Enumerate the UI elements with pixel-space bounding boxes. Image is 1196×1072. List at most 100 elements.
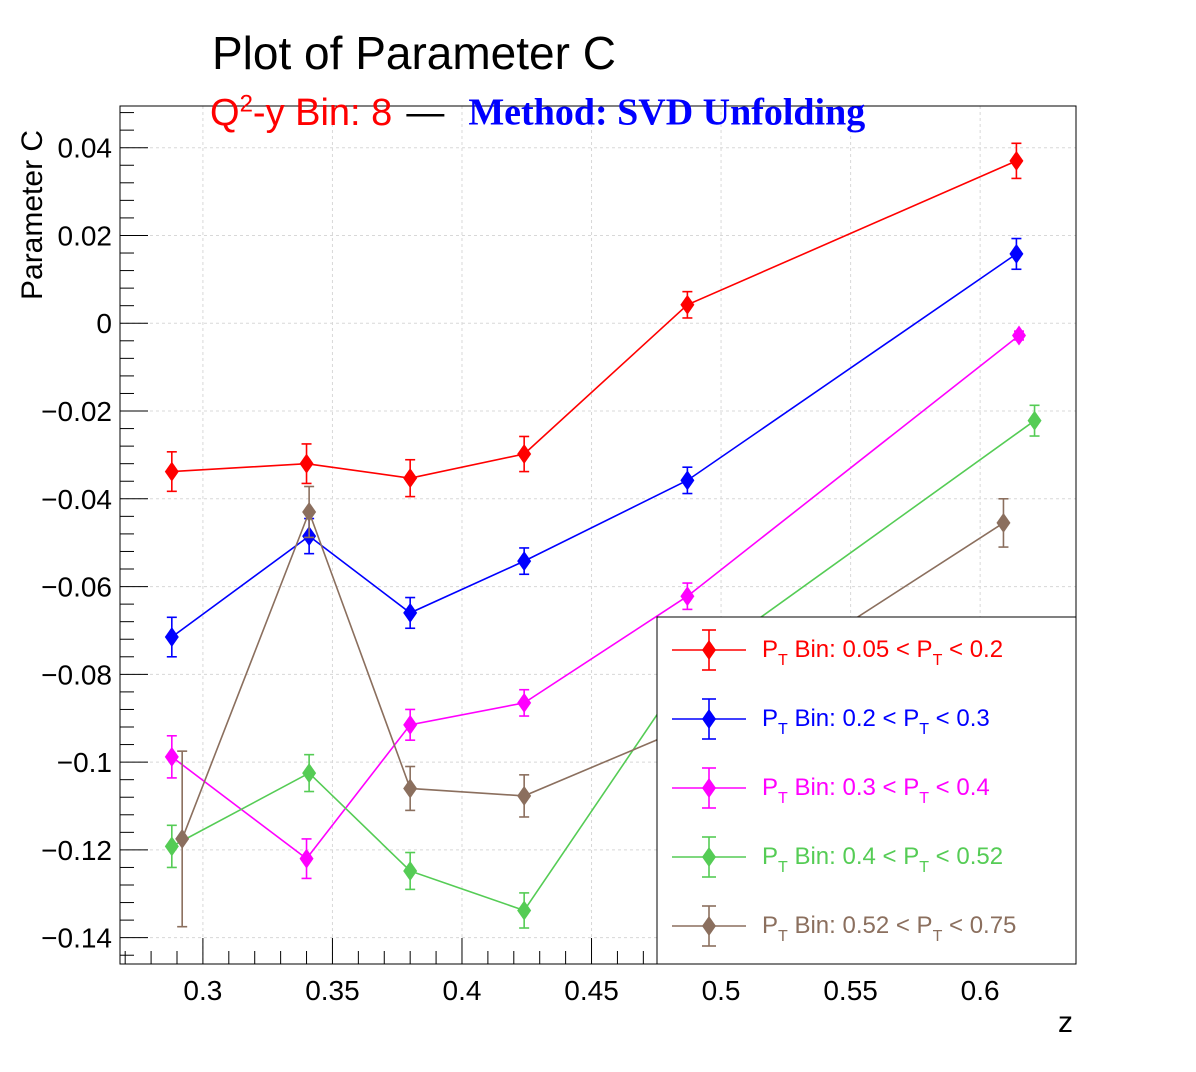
subtitle-method: Method: SVD Unfolding	[468, 91, 866, 134]
data-point	[299, 453, 314, 474]
data-point	[680, 470, 695, 491]
legend-label: PT Bin: 0.4 < PT < 0.52	[762, 843, 1003, 876]
legend-label-part: T	[933, 652, 943, 669]
legend-label-part: Bin: 0.3 < P	[788, 774, 919, 801]
data-point	[403, 778, 418, 799]
legend-label-part: T	[778, 721, 788, 738]
legend-entry-4: PT Bin: 0.4 < PT < 0.52	[672, 836, 1003, 878]
subtitle-separator: —	[406, 91, 445, 134]
legend-label-part: Bin: 0.52 < P	[788, 912, 933, 939]
subtitle-bin-sup: 2	[239, 90, 253, 117]
subtitle-bin: Q2-y Bin: 8	[210, 90, 393, 134]
legend-label: PT Bin: 0.3 < PT < 0.4	[762, 774, 990, 807]
series-line	[171, 160, 1017, 479]
y-tick-label: −0.08	[41, 659, 112, 690]
subtitle-bin-prefix: Q	[210, 91, 240, 134]
data-point	[164, 746, 179, 767]
legend-marker	[702, 778, 716, 798]
x-tick-label: 0.6	[961, 975, 1000, 1006]
legend-label: PT Bin: 0.05 < PT < 0.2	[762, 636, 1003, 669]
chart-subtitle: Q2-y Bin: 8 — Method: SVD Unfolding	[210, 90, 865, 135]
legend-marker	[702, 709, 716, 729]
legend-label-part: < 0.4	[929, 774, 990, 801]
y-tick-label: −0.14	[41, 923, 112, 954]
data-point	[175, 828, 190, 849]
legend-label: PT Bin: 0.2 < PT < 0.3	[762, 705, 990, 738]
data-point	[680, 586, 695, 607]
legend-label-part: P	[762, 843, 778, 870]
legend-marker	[702, 916, 716, 936]
data-point	[403, 860, 418, 881]
legend-label-part: < 0.3	[929, 705, 990, 732]
y-tick-label: −0.04	[41, 484, 112, 515]
data-point	[1027, 410, 1042, 431]
data-point	[1012, 325, 1027, 346]
legend-label-part: T	[919, 790, 929, 807]
x-tick-label: 0.5	[702, 975, 741, 1006]
legend-label-part: Bin: 0.4 < P	[788, 843, 919, 870]
legend-label-part: T	[778, 652, 788, 669]
data-point	[403, 602, 418, 623]
legend-box	[656, 616, 1077, 965]
x-tick-label: 0.45	[564, 975, 619, 1006]
legend-entry-5: PT Bin: 0.52 < PT < 0.75	[672, 905, 1016, 947]
y-tick-label: 0	[96, 308, 112, 339]
y-tick-label: 0.02	[58, 220, 113, 251]
y-tick-label: −0.02	[41, 396, 112, 427]
y-tick-label: 0.04	[58, 133, 113, 164]
legend-label-part: Bin: 0.05 < P	[788, 636, 933, 663]
data-point	[164, 836, 179, 857]
x-axis-title: z	[1058, 1006, 1073, 1039]
legend-label: PT Bin: 0.52 < PT < 0.75	[762, 912, 1016, 945]
series-1	[164, 142, 1024, 498]
data-point	[680, 294, 695, 315]
data-point	[164, 461, 179, 482]
legend-label-part: T	[919, 721, 929, 738]
data-point	[1009, 150, 1024, 171]
data-point	[403, 468, 418, 489]
data-point	[302, 501, 317, 522]
plot-frame	[119, 105, 1077, 965]
data-point	[299, 848, 314, 869]
legend-marker	[702, 847, 716, 867]
series-3	[164, 325, 1027, 880]
y-tick-label: −0.12	[41, 835, 112, 866]
legend-entry-3: PT Bin: 0.3 < PT < 0.4	[672, 767, 990, 809]
legend-label-part: P	[762, 636, 778, 663]
data-point	[517, 692, 532, 713]
legend-marker	[702, 640, 716, 660]
chart-title: Plot of Parameter C	[212, 27, 616, 79]
legend-label-part: T	[919, 859, 929, 876]
data-point	[517, 551, 532, 572]
data-point	[164, 627, 179, 648]
y-axis-title: Parameter C	[16, 129, 49, 300]
data-point	[1009, 243, 1024, 264]
data-point	[996, 512, 1011, 533]
legend-label-part: < 0.2	[942, 636, 1003, 663]
y-tick-label: −0.06	[41, 572, 112, 603]
data-point	[517, 444, 532, 465]
legend-label-part: < 0.52	[929, 843, 1003, 870]
legend-entry-2: PT Bin: 0.2 < PT < 0.3	[672, 698, 990, 740]
data-point	[302, 763, 317, 784]
x-tick-label: 0.4	[443, 975, 482, 1006]
x-tick-label: 0.35	[305, 975, 360, 1006]
y-tick-label: −0.1	[57, 747, 112, 778]
legend-label-part: T	[778, 928, 788, 945]
legend: PT Bin: 0.05 < PT < 0.2PT Bin: 0.2 < PT …	[656, 616, 1077, 965]
x-tick-label: 0.3	[183, 975, 222, 1006]
subtitle-bin-rest: -y Bin: 8	[252, 91, 393, 134]
legend-label-part: P	[762, 912, 778, 939]
legend-label-part: T	[933, 928, 943, 945]
legend-entry-1: PT Bin: 0.05 < PT < 0.2	[672, 629, 1003, 671]
series-line	[171, 253, 1017, 638]
legend-label-part: P	[762, 774, 778, 801]
data-point	[403, 714, 418, 735]
legend-label-part: T	[778, 790, 788, 807]
axes: 0.3 0.35 0.4 0.45 0.5 0.55 0.6 0.04 0.02 0 −0.02 −0…	[41, 112, 1059, 1006]
legend-label-part: Bin: 0.2 < P	[788, 705, 919, 732]
data-point	[517, 785, 532, 806]
legend-label-part: < 0.75	[942, 912, 1016, 939]
series-line	[171, 334, 1020, 860]
